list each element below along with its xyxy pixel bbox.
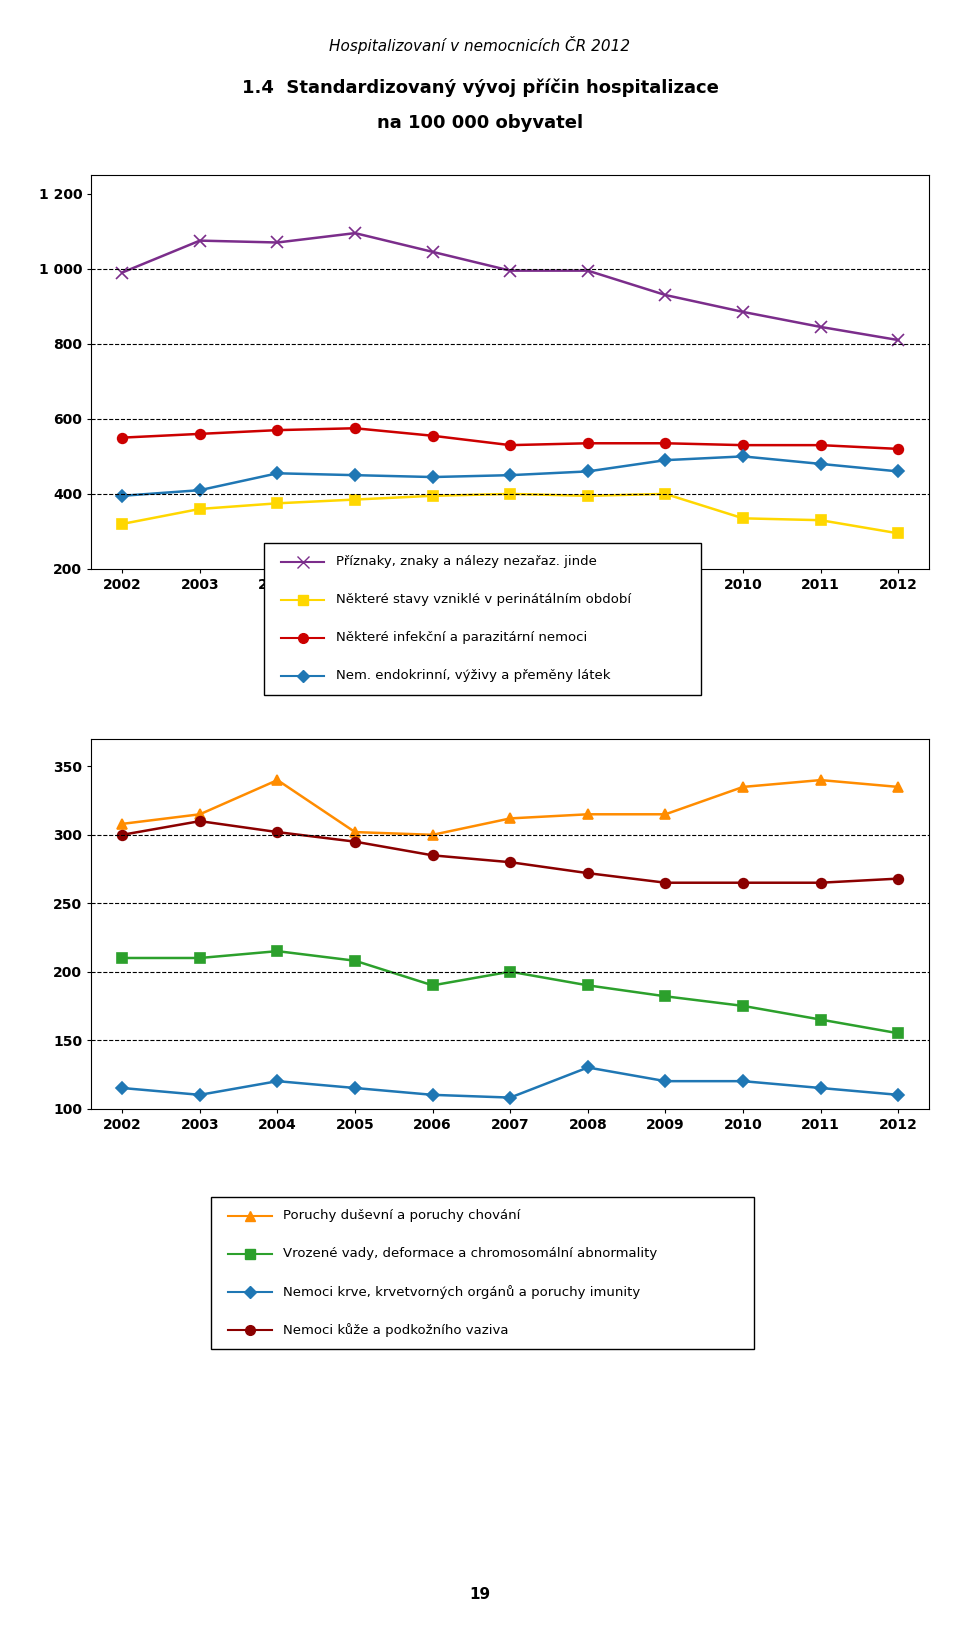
Text: Některé stavy vzniklé v perinátálním období: Některé stavy vzniklé v perinátálním obd… bbox=[336, 594, 631, 607]
Text: Poruchy duševní a poruchy chování: Poruchy duševní a poruchy chování bbox=[283, 1210, 520, 1223]
Text: Vrozené vady, deformace a chromosomální abnormality: Vrozené vady, deformace a chromosomální … bbox=[283, 1248, 658, 1261]
Text: Nem. endokrinní, výživy a přeměny látek: Nem. endokrinní, výživy a přeměny látek bbox=[336, 669, 611, 682]
Text: 19: 19 bbox=[469, 1588, 491, 1602]
Text: Hospitalizovaní v nemocnicích ČR 2012: Hospitalizovaní v nemocnicích ČR 2012 bbox=[329, 36, 631, 54]
Text: na 100 000 obyvatel: na 100 000 obyvatel bbox=[377, 114, 583, 132]
Text: Nemoci krve, krvetvorných orgánů a poruchy imunity: Nemoci krve, krvetvorných orgánů a poruc… bbox=[283, 1285, 640, 1298]
Text: Některé infekční a parazitární nemoci: Některé infekční a parazitární nemoci bbox=[336, 631, 588, 644]
Text: Nemoci kůže a podkožního vaziva: Nemoci kůže a podkožního vaziva bbox=[283, 1323, 509, 1337]
Text: Příznaky, znaky a nálezy nezařaz. jinde: Příznaky, znaky a nálezy nezařaz. jinde bbox=[336, 556, 597, 569]
Text: 1.4  Standardizovaný vývoj příčin hospitalizace: 1.4 Standardizovaný vývoj příčin hospita… bbox=[242, 78, 718, 96]
